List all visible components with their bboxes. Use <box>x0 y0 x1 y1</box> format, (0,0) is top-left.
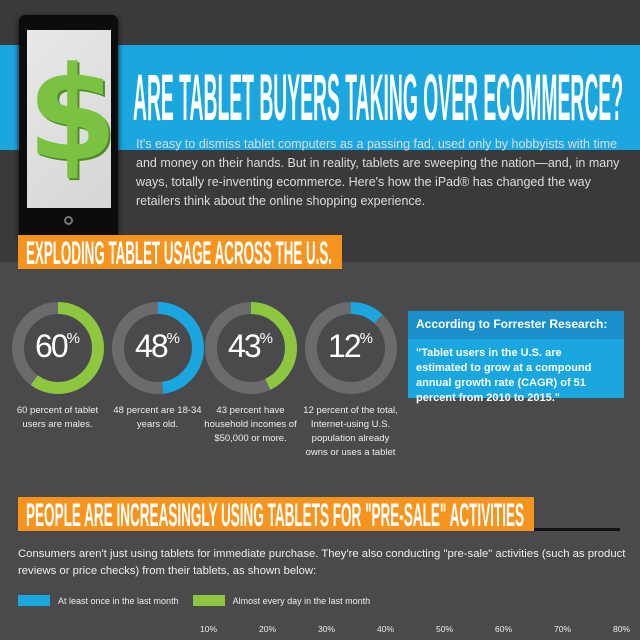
axis-tick-label: 60% <box>495 624 513 634</box>
stat-value: 48% <box>135 328 180 364</box>
donut-chart <box>12 302 104 394</box>
donut-fill <box>205 302 297 394</box>
axis-tick-label: 20% <box>259 624 277 634</box>
section-heading-presale: PEOPLE ARE INCREASINGLY USING TABLETS FO… <box>18 497 534 531</box>
dollar-sign-icon: $ <box>27 38 118 190</box>
stat-item: 43% 43 percent have household incomes of… <box>203 300 298 446</box>
divider <box>534 528 620 531</box>
donut-chart <box>305 302 397 394</box>
legend: At least once in the last month Almost e… <box>18 595 370 606</box>
stat-caption: 48 percent are 18-34 years old. <box>113 405 202 430</box>
page-title-text: ARE TABLET BUYERS TAKING OVER ECOMMERCE? <box>133 60 623 130</box>
stat-value: 60% <box>35 328 80 364</box>
quote-text: "Tablet users in the U.S. are estimated … <box>416 347 592 404</box>
page-title: ARE TABLET BUYERS TAKING OVER ECOMMERCE? <box>133 58 628 130</box>
stat-item: 12% 12 percent of the total, Internet-us… <box>303 300 398 460</box>
presale-text: Consumers aren't just using tablets for … <box>18 548 626 577</box>
donut-fill <box>112 302 204 394</box>
stat-value: 12% <box>328 328 373 364</box>
stat-item: 60% 60 percent of tablet users are males… <box>10 300 105 432</box>
home-button-icon <box>64 216 73 225</box>
legend-label: At least once in the last month <box>58 595 179 606</box>
axis-tick-label: 40% <box>377 624 395 634</box>
section-heading-text: EXPLODING TABLET USAGE ACROSS THE U.S. <box>26 235 332 269</box>
donut-chart <box>112 302 204 394</box>
axis-tick-label: 50% <box>436 624 454 634</box>
axis-tick-label: 70% <box>554 624 572 634</box>
forrester-quote-box: According to Forrester Research: "Tablet… <box>408 311 624 404</box>
donut-chart <box>205 302 297 394</box>
legend-swatch-blue <box>18 595 50 606</box>
stat-caption: 12 percent of the total, Internet-using … <box>303 405 398 458</box>
axis-tick-label: 10% <box>200 624 218 634</box>
stat-caption: 43 percent have household incomes of $50… <box>204 405 297 444</box>
stat-item: 48% 48 percent are 18-34 years old. <box>110 300 205 432</box>
stat-caption: 60 percent of tablet users are males. <box>16 405 99 430</box>
quote-title: According to Forrester Research: <box>408 311 624 339</box>
stat-value: 43% <box>228 328 273 364</box>
donut-fill <box>305 302 397 394</box>
section-heading-usage: EXPLODING TABLET USAGE ACROSS THE U.S. <box>18 235 342 269</box>
legend-label: Almost every day in the last month <box>232 595 371 606</box>
intro-text: It's easy to dismiss tablet computers as… <box>136 137 620 208</box>
donut-fill <box>12 302 104 394</box>
axis-tick-label: 80% <box>613 624 631 634</box>
tablet-illustration: $ <box>19 15 118 242</box>
section-heading-text: PEOPLE ARE INCREASINGLY USING TABLETS FO… <box>26 497 524 531</box>
legend-swatch-green <box>192 595 225 606</box>
axis-tick-label: 30% <box>318 624 336 634</box>
